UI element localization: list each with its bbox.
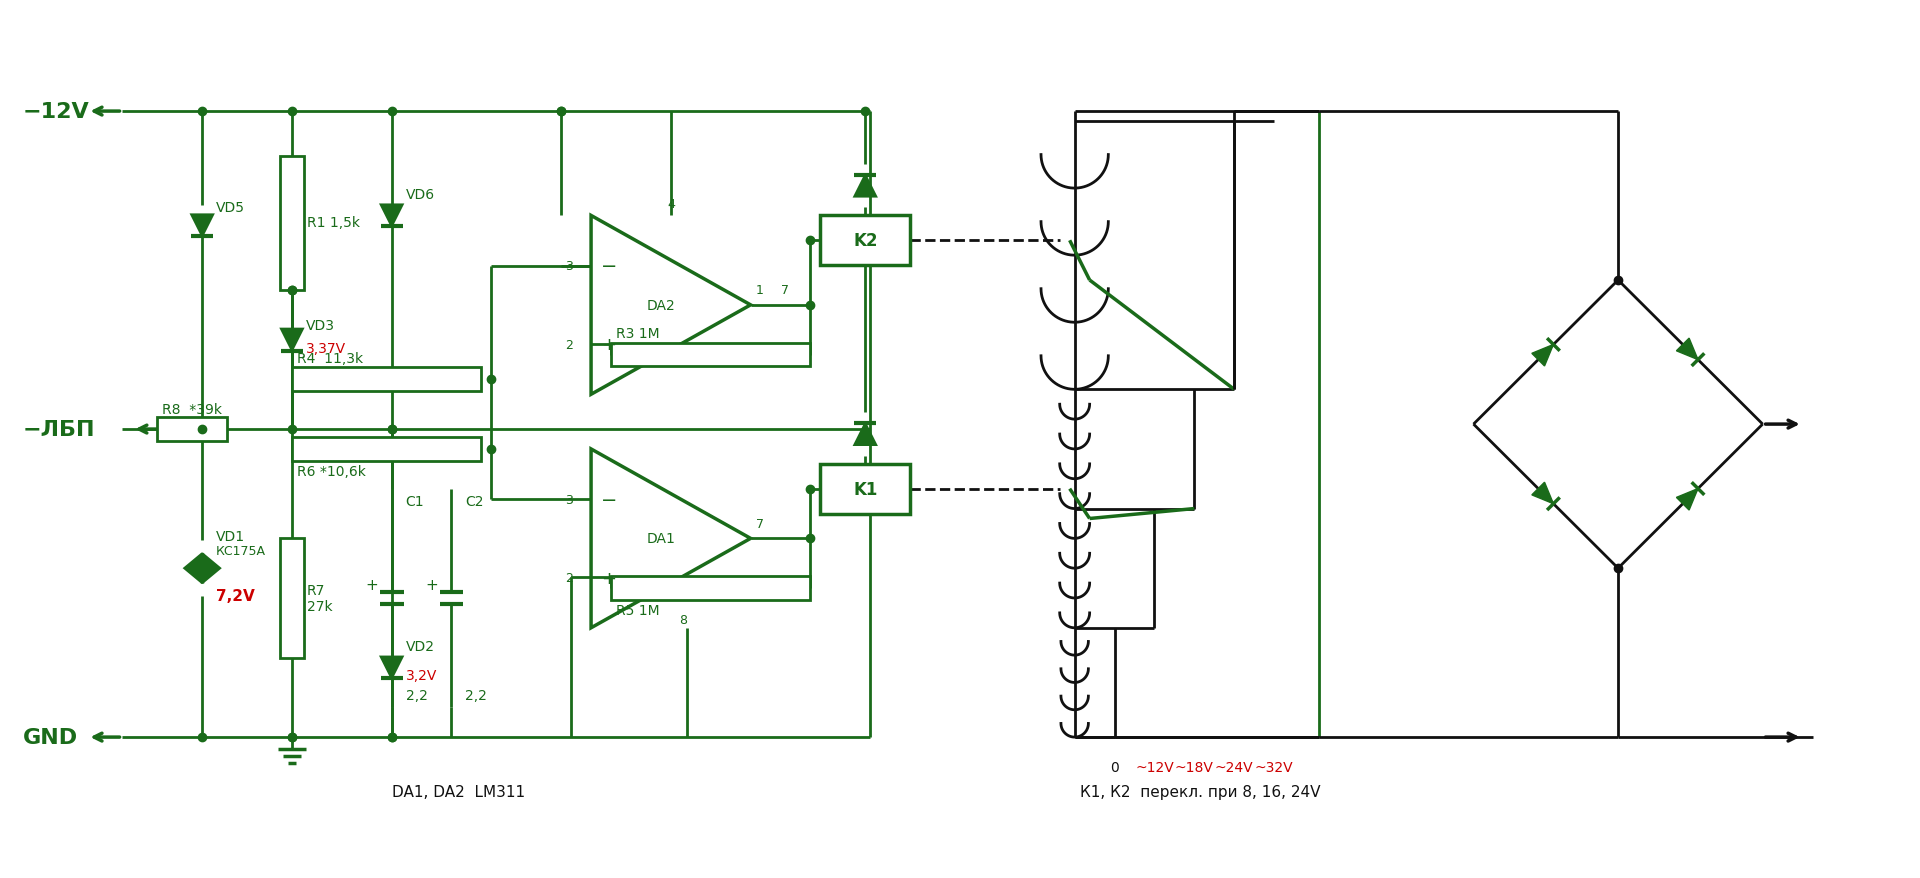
Text: DA2: DA2 bbox=[647, 299, 676, 313]
Bar bbox=[820, 216, 910, 266]
Text: C2: C2 bbox=[465, 494, 484, 508]
Text: −ЛБП: −ЛБП bbox=[23, 420, 96, 440]
Polygon shape bbox=[854, 176, 876, 198]
Text: ~18V: ~18V bbox=[1175, 760, 1213, 774]
Bar bbox=[292, 368, 482, 392]
Text: VD6: VD6 bbox=[405, 187, 434, 201]
Polygon shape bbox=[1532, 483, 1553, 504]
Text: 8: 8 bbox=[680, 614, 687, 627]
Polygon shape bbox=[854, 423, 876, 445]
Text: +: + bbox=[365, 577, 378, 592]
Text: K2: K2 bbox=[852, 232, 877, 250]
Bar bbox=[611, 343, 810, 367]
Polygon shape bbox=[192, 215, 213, 237]
Text: 7: 7 bbox=[781, 284, 789, 297]
Text: 3: 3 bbox=[564, 260, 574, 273]
Text: VD2: VD2 bbox=[405, 639, 434, 653]
Bar bbox=[280, 156, 303, 291]
Text: +: + bbox=[601, 335, 616, 354]
Text: 7,2V: 7,2V bbox=[217, 589, 255, 604]
Text: DA1: DA1 bbox=[647, 532, 676, 546]
Text: 7: 7 bbox=[756, 517, 764, 530]
Text: VD5: VD5 bbox=[217, 201, 246, 215]
Text: R3 1M: R3 1M bbox=[616, 327, 660, 341]
Text: K1: K1 bbox=[852, 480, 877, 498]
Polygon shape bbox=[184, 554, 202, 583]
Polygon shape bbox=[380, 657, 403, 679]
Text: ~12V: ~12V bbox=[1135, 760, 1173, 774]
Polygon shape bbox=[1532, 345, 1553, 366]
Text: ~32V: ~32V bbox=[1256, 760, 1294, 774]
Text: 3,2V: 3,2V bbox=[405, 669, 438, 683]
Text: R5 1M: R5 1M bbox=[616, 603, 660, 617]
Polygon shape bbox=[380, 205, 403, 227]
Text: +: + bbox=[424, 577, 438, 592]
Text: VD1: VD1 bbox=[217, 529, 246, 543]
Text: 3: 3 bbox=[564, 493, 574, 506]
Text: 2,2: 2,2 bbox=[465, 688, 488, 702]
Text: 27k: 27k bbox=[307, 600, 332, 613]
Text: VD3: VD3 bbox=[305, 319, 334, 333]
Bar bbox=[611, 577, 810, 601]
Text: 2: 2 bbox=[564, 572, 574, 585]
Text: КС175А: КС175А bbox=[217, 544, 267, 558]
Text: К1, К2  перекл. при 8, 16, 24V: К1, К2 перекл. при 8, 16, 24V bbox=[1079, 784, 1321, 799]
Bar bbox=[292, 437, 482, 461]
Text: −: − bbox=[601, 256, 618, 276]
Text: −: − bbox=[601, 490, 618, 509]
Bar bbox=[280, 539, 303, 658]
Text: 2: 2 bbox=[564, 338, 574, 351]
Text: +: + bbox=[601, 569, 616, 587]
Text: R8  *39k: R8 *39k bbox=[163, 403, 223, 417]
Polygon shape bbox=[1676, 339, 1697, 360]
Text: 2,2: 2,2 bbox=[405, 688, 428, 702]
Text: DA1, DA2  LM311: DA1, DA2 LM311 bbox=[392, 784, 524, 799]
Polygon shape bbox=[202, 554, 221, 583]
Polygon shape bbox=[1676, 489, 1697, 510]
Text: 4: 4 bbox=[666, 198, 674, 211]
Text: R4  11,3k: R4 11,3k bbox=[298, 351, 363, 365]
Text: R6 *10,6k: R6 *10,6k bbox=[298, 464, 367, 479]
Text: R1 1,5k: R1 1,5k bbox=[307, 216, 359, 230]
Text: −12V: −12V bbox=[23, 102, 90, 122]
Bar bbox=[820, 464, 910, 514]
Text: 1: 1 bbox=[756, 284, 764, 297]
Polygon shape bbox=[280, 329, 303, 351]
Text: R7: R7 bbox=[307, 583, 324, 597]
Text: 0: 0 bbox=[1110, 760, 1119, 774]
Text: ~24V: ~24V bbox=[1215, 760, 1254, 774]
Text: 3,37V: 3,37V bbox=[305, 342, 346, 356]
Bar bbox=[157, 418, 227, 442]
Text: C1: C1 bbox=[405, 494, 424, 508]
Text: GND: GND bbox=[23, 727, 79, 747]
